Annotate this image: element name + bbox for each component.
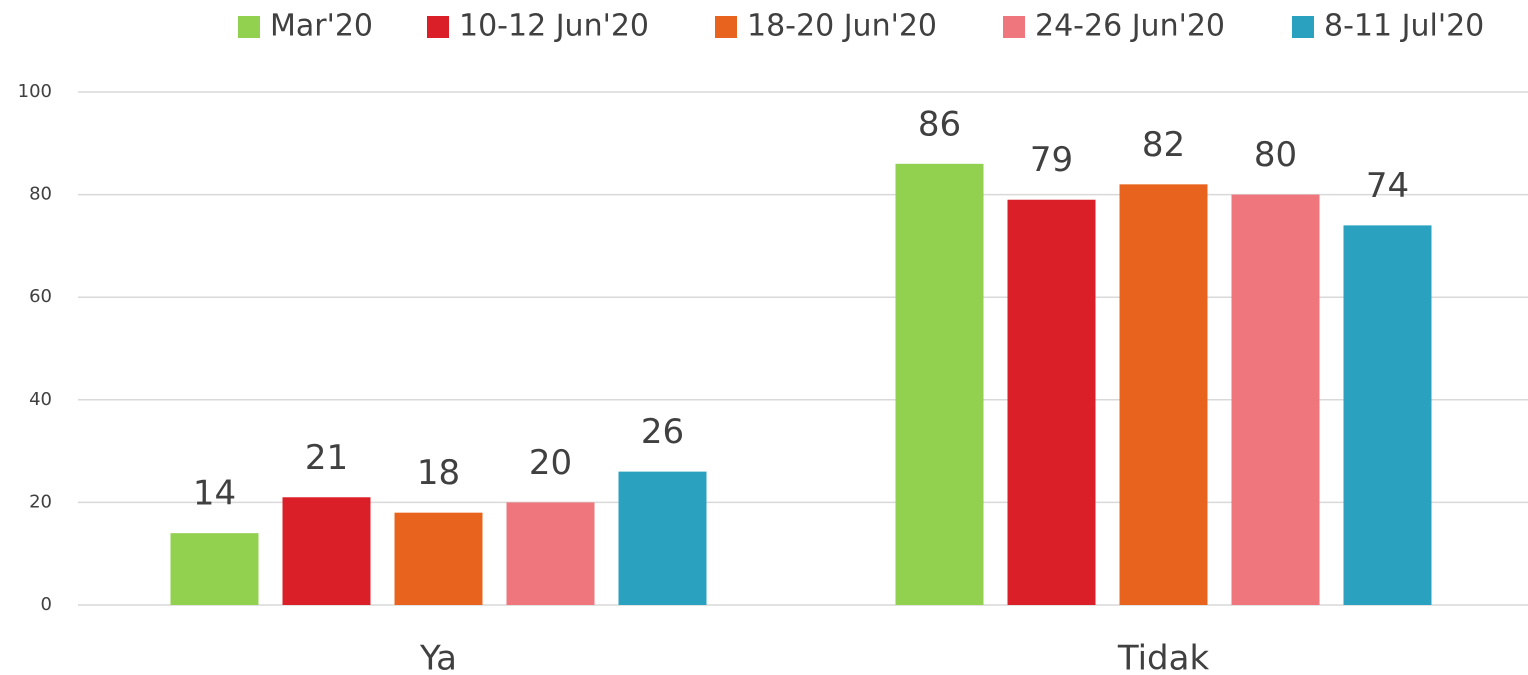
- y-tick-label: 80: [29, 184, 52, 205]
- y-tick-label: 20: [29, 491, 52, 512]
- bar: [1231, 194, 1320, 605]
- legend-swatch: [1003, 16, 1025, 38]
- bar: [1343, 225, 1432, 605]
- legend-label: 24-26 Jun'20: [1035, 9, 1225, 44]
- y-tick-label: 100: [18, 81, 52, 102]
- data-label: 82: [1142, 125, 1185, 165]
- bar: [1007, 199, 1096, 606]
- legend-label: 10-12 Jun'20: [459, 9, 649, 44]
- x-tick-label: Ya: [419, 639, 457, 675]
- legend-label: 18-20 Jun'20: [747, 9, 937, 44]
- legend-swatch: [1292, 16, 1314, 38]
- data-label: 20: [529, 443, 572, 483]
- data-label: 74: [1366, 166, 1409, 206]
- data-label: 14: [193, 474, 236, 514]
- legend-swatch: [715, 16, 737, 38]
- bar: [1119, 184, 1208, 605]
- data-label: 86: [918, 104, 961, 144]
- bar: [506, 502, 595, 605]
- data-label: 18: [417, 453, 460, 493]
- legend-swatch: [238, 16, 260, 38]
- x-tick-label: Tidak: [1117, 639, 1210, 675]
- data-label: 80: [1254, 135, 1297, 175]
- legend-label: 8-11 Jul'20: [1324, 9, 1484, 44]
- bar: [618, 471, 707, 605]
- bar: [170, 533, 259, 605]
- legend-swatch: [427, 16, 449, 38]
- bar: [282, 497, 371, 605]
- bar: [895, 163, 984, 605]
- data-label: 21: [305, 438, 348, 478]
- y-tick-label: 40: [29, 389, 52, 410]
- bar: [394, 512, 483, 605]
- y-tick-label: 0: [41, 594, 52, 615]
- y-tick-label: 60: [29, 286, 52, 307]
- data-label: 26: [641, 412, 684, 452]
- legend-label: Mar'20: [270, 9, 373, 44]
- data-label: 79: [1030, 140, 1073, 180]
